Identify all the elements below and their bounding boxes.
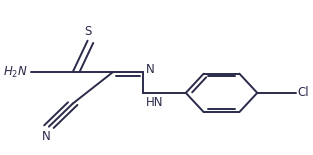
Text: HN: HN <box>146 96 163 109</box>
Text: Cl: Cl <box>297 86 309 99</box>
Text: $H_2N$: $H_2N$ <box>3 65 28 80</box>
Text: N: N <box>146 63 154 76</box>
Text: S: S <box>84 24 91 38</box>
Text: N: N <box>42 130 50 143</box>
